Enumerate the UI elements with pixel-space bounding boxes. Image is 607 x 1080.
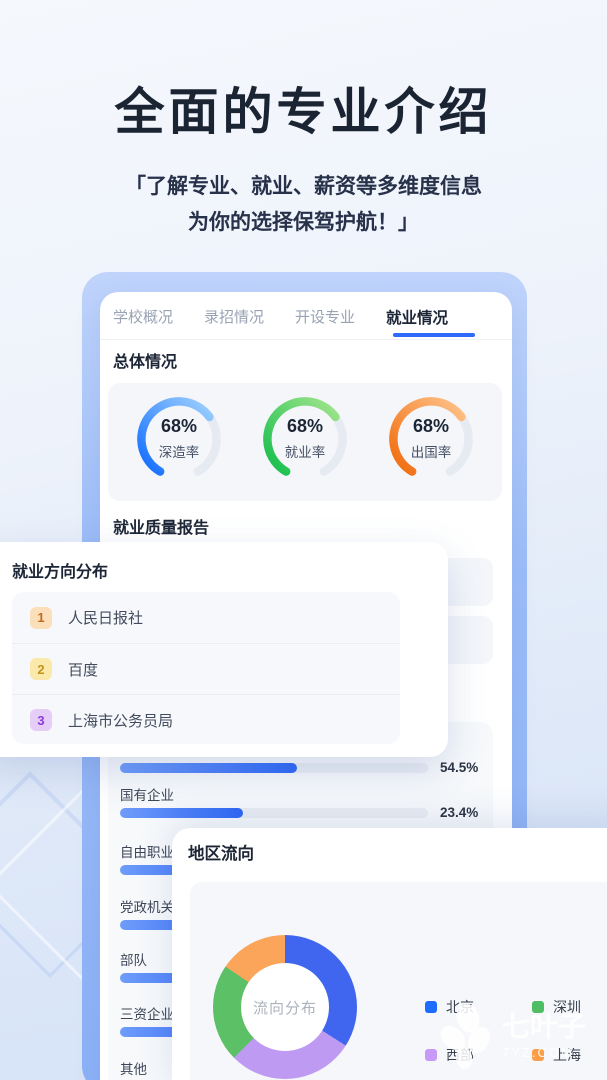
tab-bar: 学校概况 录招情况 开设专业 就业情况 xyxy=(113,306,448,328)
report-section-title: 就业质量报告 xyxy=(113,520,210,537)
direction-card-title: 就业方向分布 xyxy=(12,564,109,581)
bar-label: 自由职业 xyxy=(120,845,174,860)
tab-admission[interactable]: 录招情况 xyxy=(204,309,265,326)
bar-label: 其他 xyxy=(120,1062,147,1077)
gauge-label: 出国率 xyxy=(410,445,452,460)
employment-direction-card: 就业方向分布 1 人民日报社 2 百度 3 上海市公务员局 xyxy=(0,542,448,757)
rank-name: 上海市公务员局 xyxy=(68,712,174,730)
gauge-value: 68% xyxy=(160,416,198,436)
bar-fill xyxy=(120,763,298,773)
legend-label: 深圳 xyxy=(553,999,581,1015)
watermark: 七叶子 7YZ.COM xyxy=(438,996,603,1076)
page-title: 全面的专业介绍 xyxy=(114,84,493,140)
legend-swatch xyxy=(532,1049,544,1061)
list-item: 1 人民日报社 xyxy=(12,592,400,643)
bar-value: 23.4% xyxy=(440,805,479,820)
gauge-arc xyxy=(263,397,347,476)
gauge-abroad-rate: 68% 出国率 xyxy=(376,392,486,492)
tab-majors[interactable]: 开设专业 xyxy=(295,309,356,326)
gauge-further-study-rate: 68% 深造率 xyxy=(124,392,234,492)
legend-swatch xyxy=(425,1049,437,1061)
bar-fill xyxy=(120,808,244,818)
watermark-domain: 7YZ.COM xyxy=(502,1045,574,1060)
donut-center: 流向分布 xyxy=(241,963,329,1051)
gauge-label: 深造率 xyxy=(158,445,200,460)
overview-gauges-panel: 68% 深造率 68% 就业率 xyxy=(108,383,502,501)
tab-bar-divider xyxy=(100,339,512,340)
rank-name: 人民日报社 xyxy=(68,610,144,627)
watermark-name: 七叶子 xyxy=(502,1011,587,1042)
tab-employment[interactable]: 就业情况 xyxy=(386,310,449,327)
region-flow-card: 地区流向 流向分布 北京 深圳 西部 xyxy=(172,828,607,1080)
region-card-title: 地区流向 xyxy=(188,845,254,863)
gauge-value: 68% xyxy=(412,416,450,436)
bar-track xyxy=(120,763,428,773)
rank-badge: 2 xyxy=(30,658,52,680)
gauge-arc xyxy=(389,397,473,476)
rank-name: 百度 xyxy=(68,661,99,679)
page-subtitle-line1: 「了解专业、就业、薪资等多维度信息 xyxy=(125,175,482,198)
tab-school-overview[interactable]: 学校概况 xyxy=(113,309,174,326)
region-donut-chart: 流向分布 xyxy=(213,935,357,1079)
gauge-arc xyxy=(137,397,221,476)
legend-item-shenzhen: 深圳 xyxy=(532,997,607,1017)
direction-ranking-list: 1 人民日报社 2 百度 3 上海市公务员局 xyxy=(12,592,400,744)
overview-section-title: 总体情况 xyxy=(113,354,178,371)
legend-swatch xyxy=(532,1001,544,1013)
page-subtitle-line2: 为你的选择保驾护航！」 xyxy=(188,211,419,234)
gauge-label: 就业率 xyxy=(284,445,326,460)
rank-badge: 3 xyxy=(30,709,52,731)
leaf-icon xyxy=(440,1003,491,1069)
bar-row: 54.5% xyxy=(120,760,480,775)
rank-badge: 1 xyxy=(30,606,52,629)
bar-label: 三资企业 xyxy=(120,1007,174,1022)
donut-center-label: 流向分布 xyxy=(252,999,317,1017)
region-chart-panel: 流向分布 北京 深圳 西部 上海 xyxy=(190,882,607,1080)
bar-label: 党政机关 xyxy=(120,900,174,915)
legend-swatch xyxy=(425,1001,437,1013)
legend-label: 上海 xyxy=(553,1047,581,1063)
legend-item-shanghai: 上海 xyxy=(532,1045,607,1065)
list-item: 2 百度 xyxy=(12,643,400,694)
bar-label: 国有企业 xyxy=(120,788,174,803)
bar-label: 部队 xyxy=(120,953,147,968)
gauge-employment-rate: 68% 就业率 xyxy=(250,392,360,492)
active-tab-underline xyxy=(393,333,475,337)
bar-value: 54.5% xyxy=(440,760,479,775)
list-item: 3 上海市公务员局 xyxy=(12,694,400,744)
bar-row: 国有企业 23.4% xyxy=(120,788,480,820)
gauge-value: 68% xyxy=(286,416,324,436)
bar-track xyxy=(120,808,428,818)
